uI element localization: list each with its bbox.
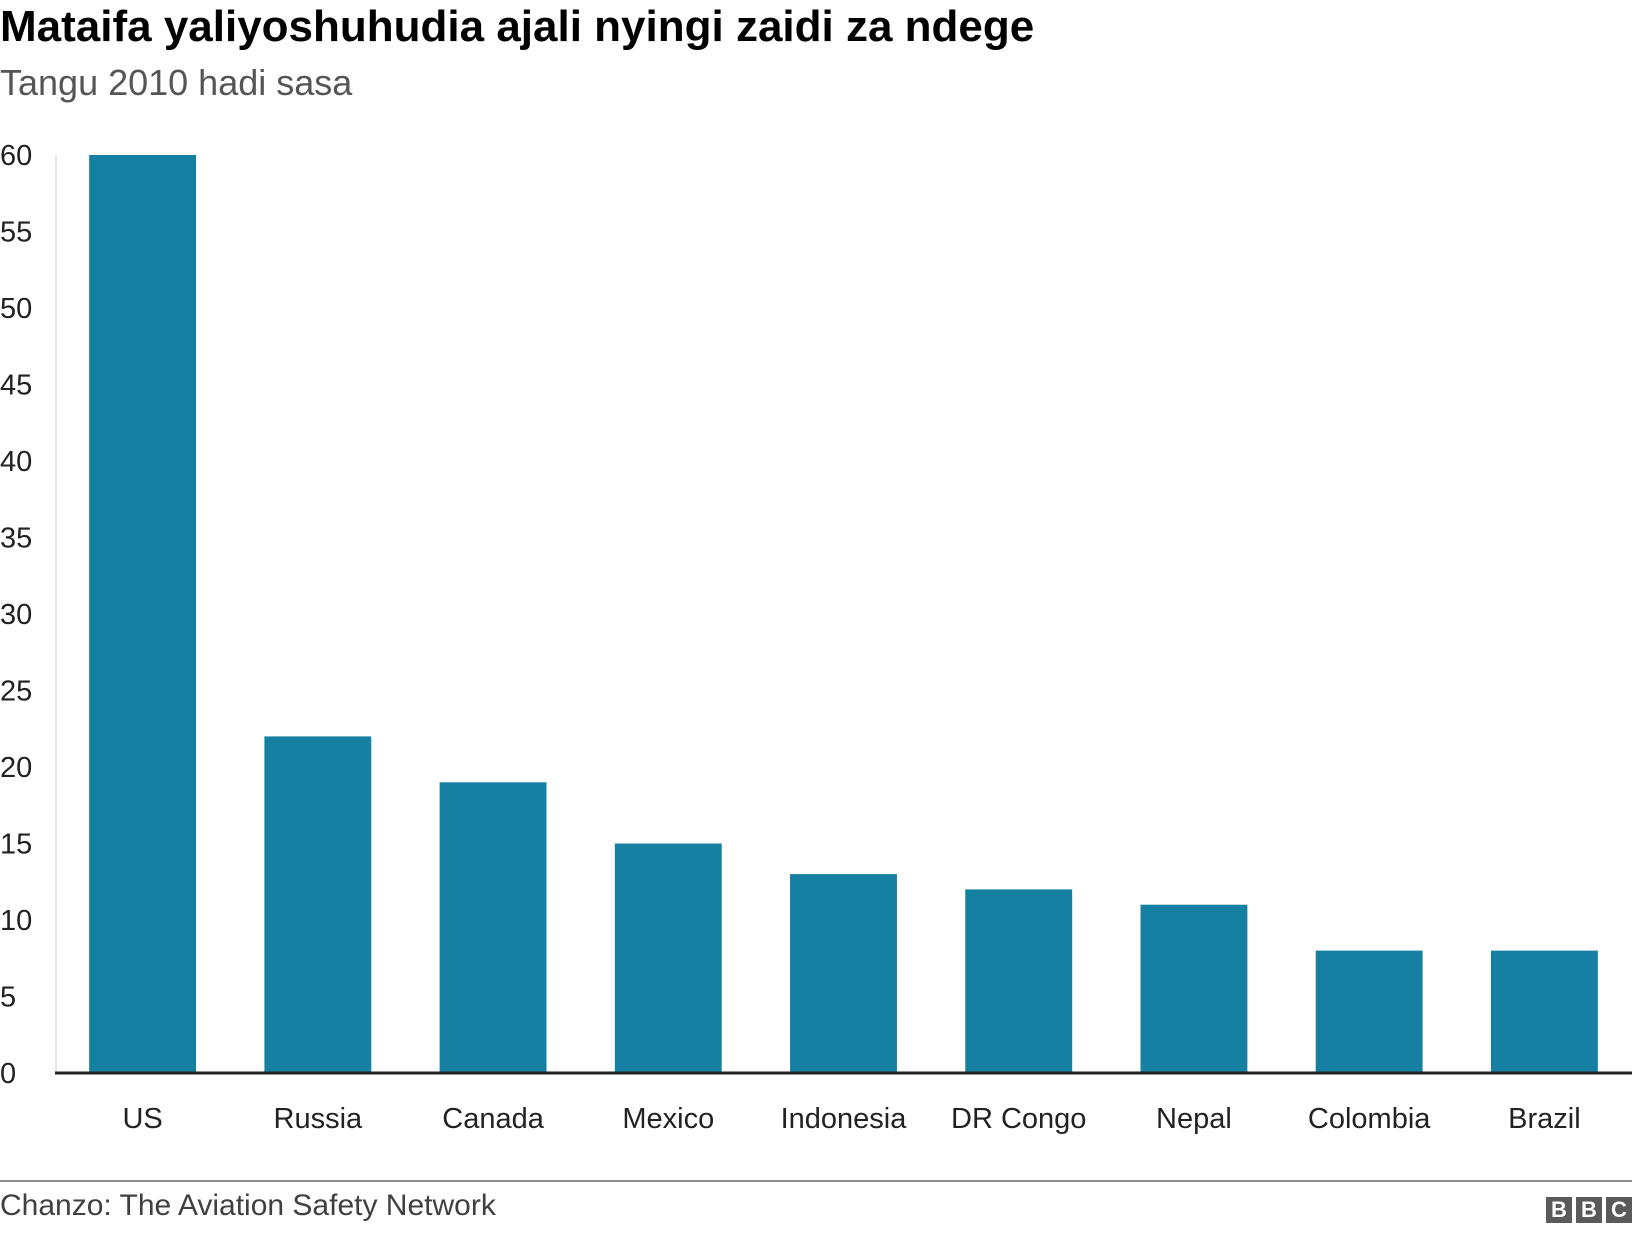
y-tick-label: 50 — [0, 293, 32, 325]
bbc-logo-letter: B — [1576, 1197, 1602, 1223]
y-tick-label: 15 — [0, 829, 32, 861]
x-category-label: DR Congo — [951, 1103, 1086, 1135]
y-tick-label: 0 — [0, 1058, 16, 1090]
y-tick-label: 20 — [0, 752, 32, 784]
bar-indonesia — [790, 874, 897, 1073]
y-tick-label: 30 — [0, 599, 32, 631]
y-tick-label: 10 — [0, 905, 32, 937]
y-tick-label: 60 — [0, 140, 32, 172]
bbc-logo-letter: B — [1546, 1197, 1572, 1223]
source-note: Chanzo: The Aviation Safety Network — [0, 1189, 496, 1222]
bar-chart: 0 5 10 15 20 25 30 35 40 45 50 55 60 US Russia Canada M… — [0, 140, 1632, 1135]
y-tick-label: 25 — [0, 676, 32, 708]
bar-canada — [439, 782, 547, 1073]
bar-brazil — [1490, 950, 1598, 1073]
bar-nepal — [1140, 904, 1248, 1073]
x-category-label: Indonesia — [781, 1103, 908, 1135]
x-category-label: Mexico — [622, 1103, 714, 1135]
bar-dr-congo — [965, 889, 1073, 1073]
bar-colombia — [1315, 950, 1423, 1073]
y-tick-label: 40 — [0, 446, 32, 478]
footer-divider — [0, 1180, 1632, 1182]
x-category-label: Nepal — [1156, 1103, 1232, 1135]
y-tick-label: 35 — [0, 523, 32, 555]
x-axis-labels: US Russia Canada Mexico Indonesia DR Congo Nep… — [122, 1103, 1580, 1135]
x-category-label: Canada — [442, 1103, 544, 1135]
x-category-label: Russia — [274, 1103, 364, 1135]
y-tick-label: 45 — [0, 370, 32, 402]
bbc-logo: B B C — [1546, 1197, 1632, 1223]
x-category-label: US — [122, 1103, 162, 1135]
y-tick-label: 55 — [0, 217, 32, 249]
x-category-label: Colombia — [1308, 1103, 1431, 1135]
chart-title: Mataifa yaliyoshuhudia ajali nyingi zaid… — [0, 2, 1035, 51]
bar-mexico — [614, 843, 722, 1073]
bars — [89, 155, 1598, 1073]
bar-us — [89, 155, 197, 1073]
chart-subtitle: Tangu 2010 hadi sasa — [0, 62, 353, 103]
bbc-logo-letter: C — [1606, 1197, 1632, 1223]
y-tick-label: 5 — [0, 982, 16, 1014]
x-category-label: Brazil — [1508, 1103, 1581, 1135]
bar-russia — [264, 736, 372, 1073]
y-axis-ticks: 0 5 10 15 20 25 30 35 40 45 50 55 60 — [0, 140, 32, 1090]
